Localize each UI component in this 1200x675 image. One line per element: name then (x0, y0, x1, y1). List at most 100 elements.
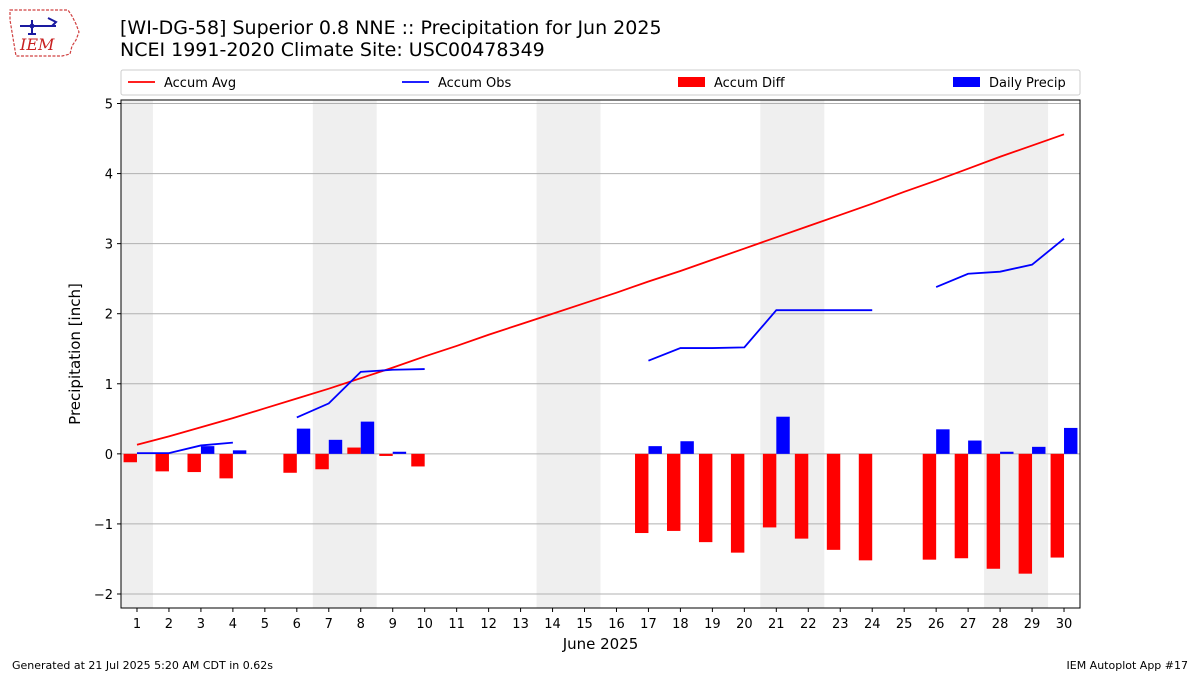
accum-obs-line (136, 441, 233, 455)
legend-item: Daily Precip (953, 76, 1066, 91)
daily-precip-bar (776, 416, 790, 454)
legend-label: Daily Precip (989, 76, 1066, 91)
y-tick-label: −2 (94, 588, 113, 603)
chart-subtitle: NCEI 1991-2020 Climate Site: USC00478349 (120, 39, 545, 61)
legend-item: Accum Avg (128, 76, 236, 91)
daily-precip-bar (936, 429, 950, 454)
x-tick-label: 7 (325, 617, 333, 632)
daily-precip-bar (648, 446, 662, 454)
legend-label: Accum Diff (714, 76, 786, 91)
accum-diff-bar (219, 453, 233, 479)
x-tick-label: 20 (736, 617, 753, 632)
accum-diff-bar (762, 453, 777, 528)
accum-diff-bar (826, 453, 841, 550)
legend-swatch (953, 77, 980, 87)
legend-label: Accum Avg (164, 76, 236, 91)
x-tick-label: 5 (261, 617, 269, 632)
x-tick-label: 1 (133, 617, 141, 632)
x-tick-label: 14 (544, 617, 561, 632)
legend-item: Accum Obs (402, 76, 511, 91)
legend-swatch (678, 77, 705, 87)
daily-precip-bar (392, 451, 407, 454)
accum-obs-line (935, 238, 1065, 288)
x-tick-label: 9 (389, 617, 397, 632)
accum-diff-bar (858, 453, 873, 561)
x-tick-label: 17 (640, 617, 657, 632)
accum-avg-line (136, 133, 1065, 446)
accum-diff-bar (1018, 453, 1033, 574)
daily-precip-bar (1000, 451, 1014, 454)
y-tick-label: 0 (105, 448, 113, 463)
weekend-shade (536, 100, 601, 608)
accum-diff-bar (411, 453, 425, 467)
accum-diff-bar (315, 453, 329, 470)
x-tick-label: 26 (928, 617, 945, 632)
accum-diff-bar (283, 453, 297, 473)
legend-item: Accum Diff (678, 76, 786, 91)
accum-diff-bar (666, 453, 681, 531)
accum-obs-line (296, 368, 425, 419)
x-tick-label: 12 (480, 617, 497, 632)
x-tick-label: 28 (992, 617, 1009, 632)
accum-diff-bar (794, 453, 809, 539)
weekend-shade (121, 100, 153, 608)
y-tick-label: 5 (105, 98, 113, 113)
accum-diff-bar (635, 453, 649, 534)
y-tick-label: 1 (105, 378, 113, 393)
weekend-shade (760, 100, 825, 608)
legend-box (120, 69, 1081, 96)
y-tick-label: 2 (105, 308, 113, 323)
chart-title: [WI-DG-58] Superior 0.8 NNE :: Precipita… (120, 17, 662, 39)
y-tick-label: 3 (105, 238, 113, 253)
x-tick-label: 16 (608, 617, 625, 632)
accum-obs-line (648, 309, 873, 362)
x-tick-label: 2 (165, 617, 173, 632)
iowa-outline-icon (9, 9, 80, 57)
x-tick-label: 10 (416, 617, 433, 632)
accum-diff-bar (123, 453, 137, 463)
generated-note: Generated at 21 Jul 2025 5:20 AM CDT in … (12, 659, 273, 672)
x-tick-label: 6 (293, 617, 301, 632)
x-axis-label: June 2025 (562, 635, 639, 653)
daily-precip-bar (1032, 446, 1046, 454)
accum-diff-bar (922, 453, 937, 560)
logo-text: IEM (19, 35, 55, 54)
x-tick-label: 29 (1024, 617, 1041, 632)
accum-diff-bar (954, 453, 969, 559)
x-tick-label: 30 (1056, 617, 1073, 632)
legend-label: Accum Obs (438, 76, 511, 91)
app-label: IEM Autoplot App #17 (1066, 659, 1189, 672)
x-tick-label: 13 (512, 617, 529, 632)
x-tick-label: 11 (448, 617, 465, 632)
accum-diff-bar (187, 453, 201, 473)
y-tick-label: 4 (105, 168, 113, 183)
x-tick-label: 18 (672, 617, 689, 632)
weekend-shade (312, 100, 377, 608)
daily-precip-bar (296, 428, 311, 454)
daily-precip-bar (968, 440, 982, 454)
x-tick-label: 24 (864, 617, 881, 632)
daily-precip-bar (1064, 427, 1078, 454)
x-tick-label: 8 (357, 617, 365, 632)
daily-precip-bar (360, 421, 375, 454)
x-tick-label: 25 (896, 617, 913, 632)
x-tick-label: 4 (229, 617, 237, 632)
daily-precip-bar (200, 446, 215, 454)
x-tick-label: 15 (576, 617, 593, 632)
accum-diff-bar (698, 453, 713, 543)
x-tick-label: 3 (197, 617, 205, 632)
accum-diff-bar (986, 453, 1001, 569)
accum-diff-bar (347, 447, 361, 454)
y-axis-label: Precipitation [inch] (66, 283, 84, 425)
x-tick-label: 22 (800, 617, 817, 632)
plot-frame (120, 99, 1081, 609)
x-tick-label: 23 (832, 617, 849, 632)
accum-diff-bar (730, 453, 745, 553)
x-tick-label: 19 (704, 617, 721, 632)
x-tick-label: 27 (960, 617, 977, 632)
daily-precip-bar (232, 450, 247, 454)
x-tick-label: 21 (768, 617, 785, 632)
accum-diff-bar (155, 453, 169, 472)
daily-precip-bar (328, 439, 343, 454)
iem-logo: IEM (9, 9, 80, 57)
